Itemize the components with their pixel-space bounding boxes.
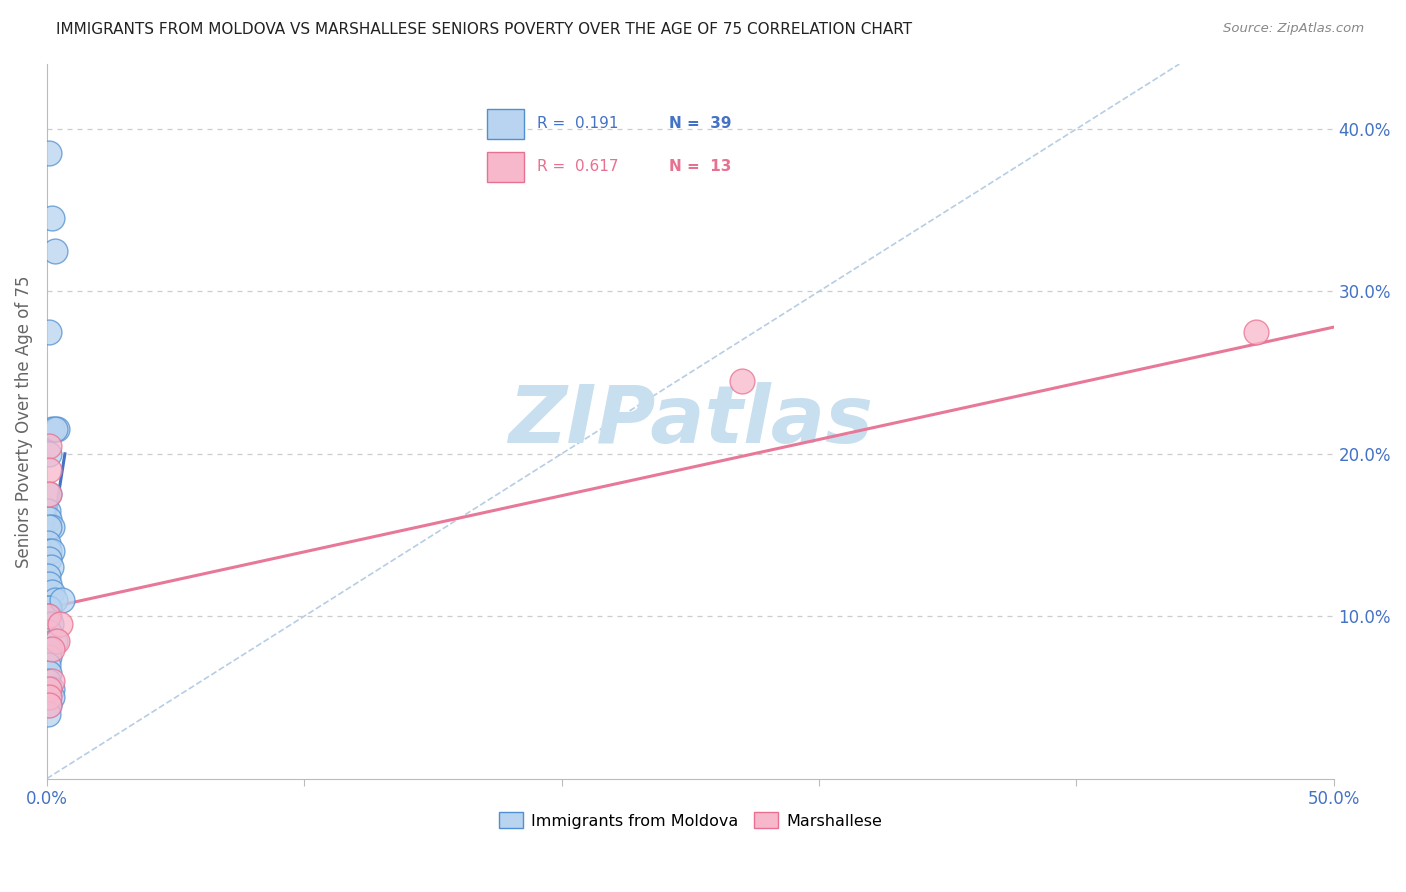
Point (1246, 325, 1268, 339)
Point (38, 690, 60, 705)
Point (49, 617, 72, 632)
Point (44, 633, 66, 648)
Text: ZIPatlas: ZIPatlas (508, 383, 873, 460)
Point (41, 211, 63, 226)
Text: IMMIGRANTS FROM MOLDOVA VS MARSHALLESE SENIORS POVERTY OVER THE AGE OF 75 CORREL: IMMIGRANTS FROM MOLDOVA VS MARSHALLESE S… (56, 22, 912, 37)
Text: Source: ZipAtlas.com: Source: ZipAtlas.com (1223, 22, 1364, 36)
Point (38, 609, 60, 624)
Point (44, 244, 66, 258)
Point (38, 698, 60, 713)
Point (41, 520, 63, 534)
Point (39, 560, 62, 574)
Point (37, 601, 59, 615)
Point (41, 682, 63, 697)
Point (37, 657, 59, 672)
Point (38, 325, 60, 339)
Point (46, 633, 69, 648)
Point (41, 584, 63, 599)
Point (44, 422, 66, 436)
Point (46, 422, 69, 436)
Point (38, 463, 60, 477)
Point (41, 544, 63, 558)
Point (38, 576, 60, 591)
Point (38, 487, 60, 501)
Point (38, 544, 60, 558)
Point (38, 698, 60, 713)
Legend: Immigrants from Moldova, Marshallese: Immigrants from Moldova, Marshallese (492, 805, 889, 835)
Point (37, 609, 59, 624)
Point (41, 690, 63, 705)
Point (38, 520, 60, 534)
Point (38, 146, 60, 161)
Point (37, 706, 59, 721)
Point (37, 674, 59, 689)
Point (51, 593, 73, 607)
Point (37, 568, 59, 582)
Point (39, 617, 62, 632)
Point (38, 487, 60, 501)
Point (41, 674, 63, 689)
Point (38, 641, 60, 656)
Y-axis label: Seniors Poverty Over the Age of 75: Seniors Poverty Over the Age of 75 (15, 275, 32, 567)
Point (41, 641, 63, 656)
Point (38, 552, 60, 566)
Point (38, 682, 60, 697)
Point (38, 601, 60, 615)
Point (37, 503, 59, 517)
Point (37, 536, 59, 550)
Point (731, 374, 754, 388)
Point (38, 649, 60, 664)
Point (41, 422, 63, 436)
Point (44, 593, 66, 607)
Point (38, 682, 60, 697)
Point (38, 447, 60, 461)
Point (38, 625, 60, 640)
Point (38, 439, 60, 453)
Point (38, 666, 60, 681)
Point (38, 512, 60, 526)
